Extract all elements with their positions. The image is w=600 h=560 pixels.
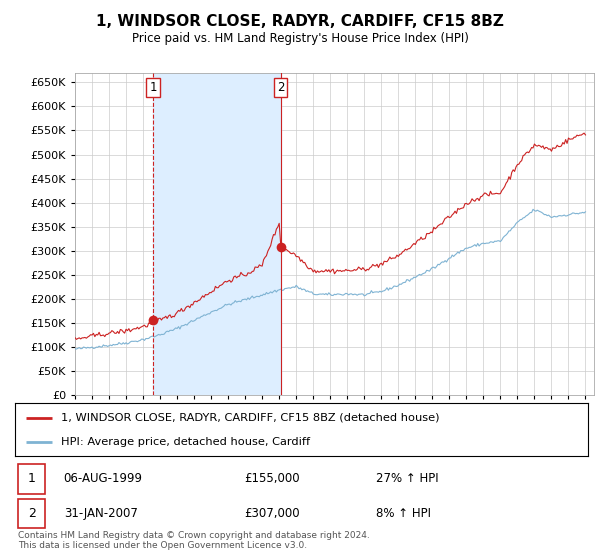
Text: 1, WINDSOR CLOSE, RADYR, CARDIFF, CF15 8BZ (detached house): 1, WINDSOR CLOSE, RADYR, CARDIFF, CF15 8… (61, 413, 439, 423)
Text: 1: 1 (149, 81, 157, 94)
Bar (153, 73, 281, 395)
Text: 2: 2 (277, 81, 284, 94)
Text: 27% ↑ HPI: 27% ↑ HPI (376, 473, 439, 486)
Text: Contains HM Land Registry data © Crown copyright and database right 2024.
This d: Contains HM Land Registry data © Crown c… (18, 531, 370, 550)
Bar (18, 464, 46, 494)
Text: 8% ↑ HPI: 8% ↑ HPI (376, 507, 431, 520)
Text: 2: 2 (28, 507, 35, 520)
Text: 1, WINDSOR CLOSE, RADYR, CARDIFF, CF15 8BZ: 1, WINDSOR CLOSE, RADYR, CARDIFF, CF15 8… (96, 14, 504, 29)
Text: 31-JAN-2007: 31-JAN-2007 (64, 507, 137, 520)
Text: 1: 1 (28, 473, 35, 486)
Text: HPI: Average price, detached house, Cardiff: HPI: Average price, detached house, Card… (61, 437, 310, 447)
Text: £307,000: £307,000 (244, 507, 300, 520)
Text: Price paid vs. HM Land Registry's House Price Index (HPI): Price paid vs. HM Land Registry's House … (131, 32, 469, 45)
Bar (18, 498, 46, 528)
Text: £155,000: £155,000 (244, 473, 300, 486)
Text: 06-AUG-1999: 06-AUG-1999 (64, 473, 143, 486)
